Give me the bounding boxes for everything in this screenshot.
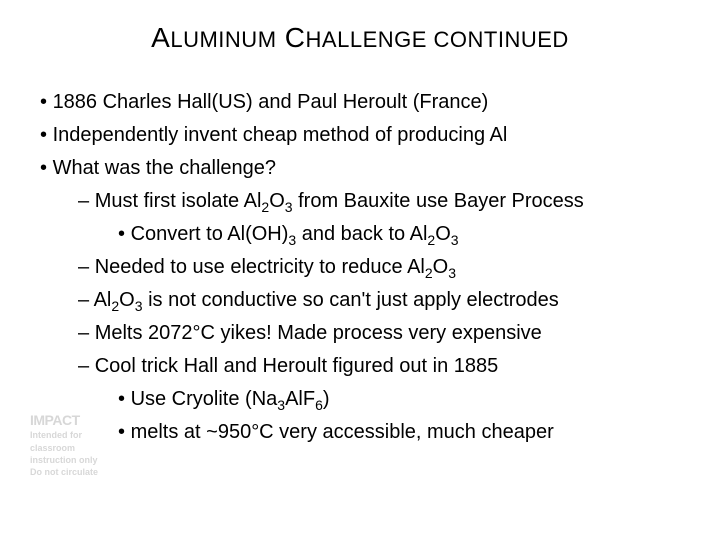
watermark-line: Do not circulate: [30, 466, 98, 478]
bullet-item: Must first isolate Al2O3 from Bauxite us…: [34, 185, 692, 218]
slide-body: 1886 Charles Hall(US) and Paul Heroult (…: [28, 86, 692, 449]
slide: ALUMINUM CHALLENGE CONTINUED 1886 Charle…: [0, 0, 720, 540]
bullet-item: Cool trick Hall and Heroult figured out …: [34, 350, 692, 383]
bullet-item: Use Cryolite (Na3AlF6): [34, 383, 692, 416]
bullet-item: 1886 Charles Hall(US) and Paul Heroult (…: [34, 86, 692, 119]
bullet-item: Al2O3 is not conductive so can't just ap…: [34, 284, 692, 317]
bullet-item: Convert to Al(OH)3 and back to Al2O3: [34, 218, 692, 251]
watermark-line: instruction only: [30, 454, 98, 466]
slide-title: ALUMINUM CHALLENGE CONTINUED: [28, 22, 692, 54]
bullet-item: Needed to use electricity to reduce Al2O…: [34, 251, 692, 284]
bullet-item: Melts 2072°C yikes! Made process very ex…: [34, 317, 692, 350]
bullet-item: melts at ~950°C very accessible, much ch…: [34, 416, 692, 449]
bullet-item: What was the challenge?: [34, 152, 692, 185]
bullet-item: Independently invent cheap method of pro…: [34, 119, 692, 152]
